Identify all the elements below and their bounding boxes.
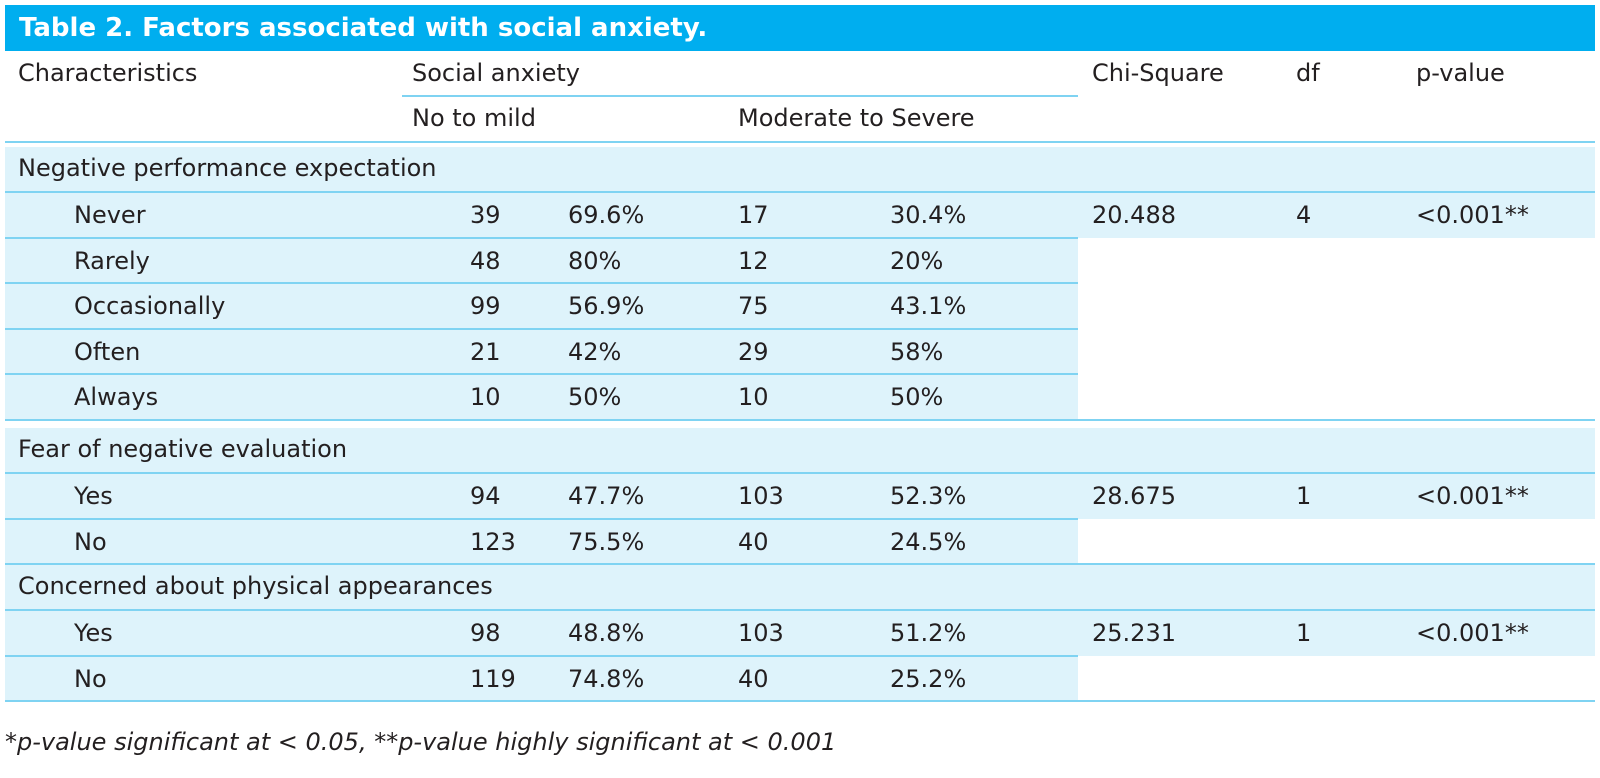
- chi-square-value: 20.488: [1092, 201, 1176, 229]
- row-no-to-mild-count: 10: [470, 383, 501, 411]
- row-label: Often: [74, 337, 141, 366]
- row-label: Never: [74, 201, 146, 229]
- header-divider: [402, 95, 1078, 97]
- group-divider: [5, 191, 1595, 193]
- row-moderate-severe-count: 40: [738, 527, 769, 556]
- p-value: <0.001**: [1416, 482, 1529, 510]
- group-bottom-rule: [5, 418, 1595, 421]
- group-divider: [5, 609, 1595, 611]
- header-characteristics: Characteristics: [18, 59, 198, 87]
- table-title-bar: Table 2. Factors associated with social …: [5, 5, 1595, 51]
- row-moderate-severe-percent: 20%: [890, 246, 944, 275]
- header-moderate-to-severe: Moderate to Severe: [738, 104, 975, 132]
- row-no-to-mild-count: 99: [470, 292, 501, 320]
- group-stats-band: [1078, 192, 1595, 238]
- chi-square-value: 25.231: [1092, 619, 1176, 647]
- row-no-to-mild-percent: 48.8%: [568, 619, 645, 647]
- chi-square-value: 28.675: [1092, 482, 1176, 510]
- row-divider: [5, 236, 1078, 239]
- row-moderate-severe-percent: 50%: [890, 383, 944, 411]
- table-footnote: *p-value significant at < 0.05, **p-valu…: [5, 728, 837, 756]
- group-stats-band: [1078, 610, 1595, 656]
- row-moderate-severe-percent: 24.5%: [890, 527, 967, 556]
- row-no-to-mild-percent: 69.6%: [568, 201, 645, 229]
- row-moderate-severe-percent: 25.2%: [890, 664, 967, 693]
- row-moderate-severe-count: 40: [738, 664, 769, 693]
- p-value: <0.001**: [1416, 619, 1529, 647]
- df-value: 4: [1296, 201, 1312, 229]
- row-no-to-mild-percent: 42%: [568, 337, 622, 366]
- row-divider: [5, 327, 1078, 330]
- row-divider: [5, 517, 1078, 520]
- row-no-to-mild-percent: 74.8%: [568, 664, 645, 693]
- row-label: No: [74, 664, 107, 693]
- row-moderate-severe-count: 12: [738, 246, 769, 275]
- group-header-band: [5, 428, 1595, 473]
- row-divider: [5, 654, 1078, 657]
- row-no-to-mild-count: 48: [470, 246, 501, 275]
- group-divider: [5, 472, 1595, 474]
- row-label: Always: [74, 383, 159, 411]
- row-label: Rarely: [74, 246, 150, 275]
- header-no-to-mild: No to mild: [412, 104, 536, 132]
- row-label: Yes: [74, 619, 113, 647]
- header-df: df: [1296, 59, 1320, 87]
- table-title: Table 2. Factors associated with social …: [19, 13, 708, 43]
- row-moderate-severe-percent: 30.4%: [890, 201, 967, 229]
- header-social-anxiety: Social anxiety: [412, 59, 580, 87]
- header-chi-square: Chi-Square: [1092, 59, 1224, 87]
- row-moderate-severe-percent: 58%: [890, 337, 944, 366]
- df-value: 1: [1296, 482, 1312, 510]
- header-bottom-rule: [5, 141, 1595, 143]
- row-no-to-mild-count: 39: [470, 201, 501, 229]
- header-p-value: p-value: [1416, 59, 1505, 87]
- row-moderate-severe-count: 10: [738, 383, 769, 411]
- row-moderate-severe-count: 75: [738, 292, 769, 320]
- row-moderate-severe-count: 103: [738, 619, 784, 647]
- group-header-band: [5, 565, 1595, 610]
- row-no-to-mild-percent: 80%: [568, 246, 622, 275]
- group-label: Negative performance expectation: [18, 154, 437, 182]
- row-label: Yes: [74, 482, 113, 510]
- row-moderate-severe-percent: 43.1%: [890, 292, 967, 320]
- row-no-to-mild-percent: 56.9%: [568, 292, 645, 320]
- row-no-to-mild-percent: 75.5%: [568, 527, 645, 556]
- df-value: 1: [1296, 619, 1312, 647]
- row-moderate-severe-count: 103: [738, 482, 784, 510]
- row-moderate-severe-percent: 51.2%: [890, 619, 967, 647]
- group-stats-band: [1078, 473, 1595, 519]
- row-no-to-mild-count: 94: [470, 482, 501, 510]
- row-divider: [5, 282, 1078, 284]
- row-no-to-mild-count: 98: [470, 619, 501, 647]
- row-no-to-mild-percent: 47.7%: [568, 482, 645, 510]
- row-no-to-mild-count: 119: [470, 664, 516, 693]
- row-no-to-mild-count: 21: [470, 337, 501, 366]
- group-label: Concerned about physical appearances: [18, 572, 493, 600]
- p-value: <0.001**: [1416, 201, 1529, 229]
- row-moderate-severe-percent: 52.3%: [890, 482, 967, 510]
- row-moderate-severe-count: 17: [738, 201, 769, 229]
- group-rows-band: [5, 192, 1078, 420]
- group-header-band: [5, 147, 1595, 192]
- row-moderate-severe-count: 29: [738, 337, 769, 366]
- row-label: No: [74, 527, 107, 556]
- row-no-to-mild-percent: 50%: [568, 383, 622, 411]
- row-label: Occasionally: [74, 292, 226, 320]
- group-label: Fear of negative evaluation: [18, 435, 348, 463]
- row-no-to-mild-count: 123: [470, 527, 516, 556]
- row-divider: [5, 373, 1078, 375]
- group-bottom-rule: [5, 700, 1595, 702]
- group-bottom-rule: [5, 563, 1595, 565]
